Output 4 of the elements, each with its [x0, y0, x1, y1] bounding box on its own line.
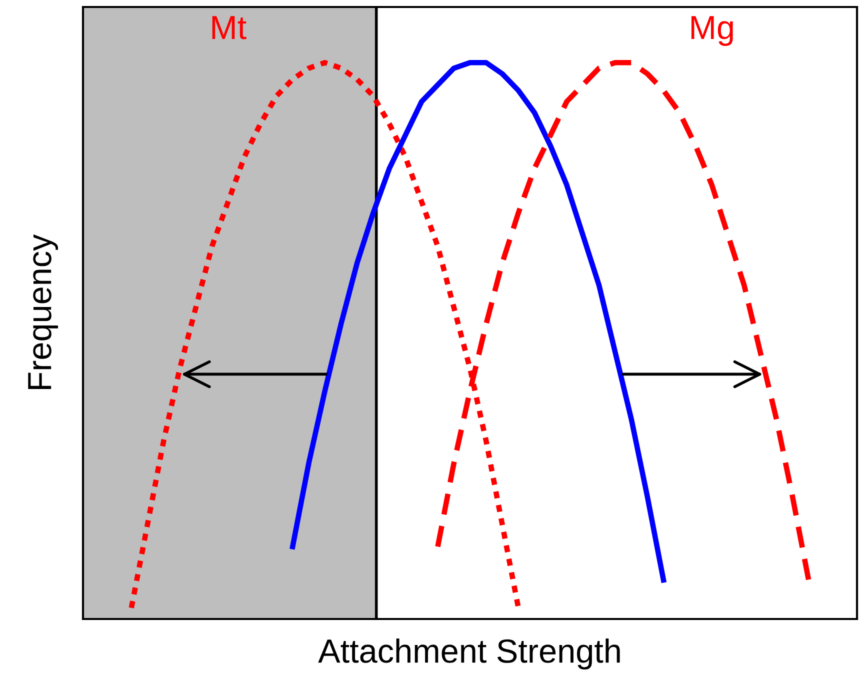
series-label: Mg	[691, 16, 733, 46]
y-axis-title: Frequency	[28, 234, 58, 390]
x-axis-title: Attachment Strength	[318, 638, 620, 670]
series-label: Mt	[212, 16, 246, 40]
